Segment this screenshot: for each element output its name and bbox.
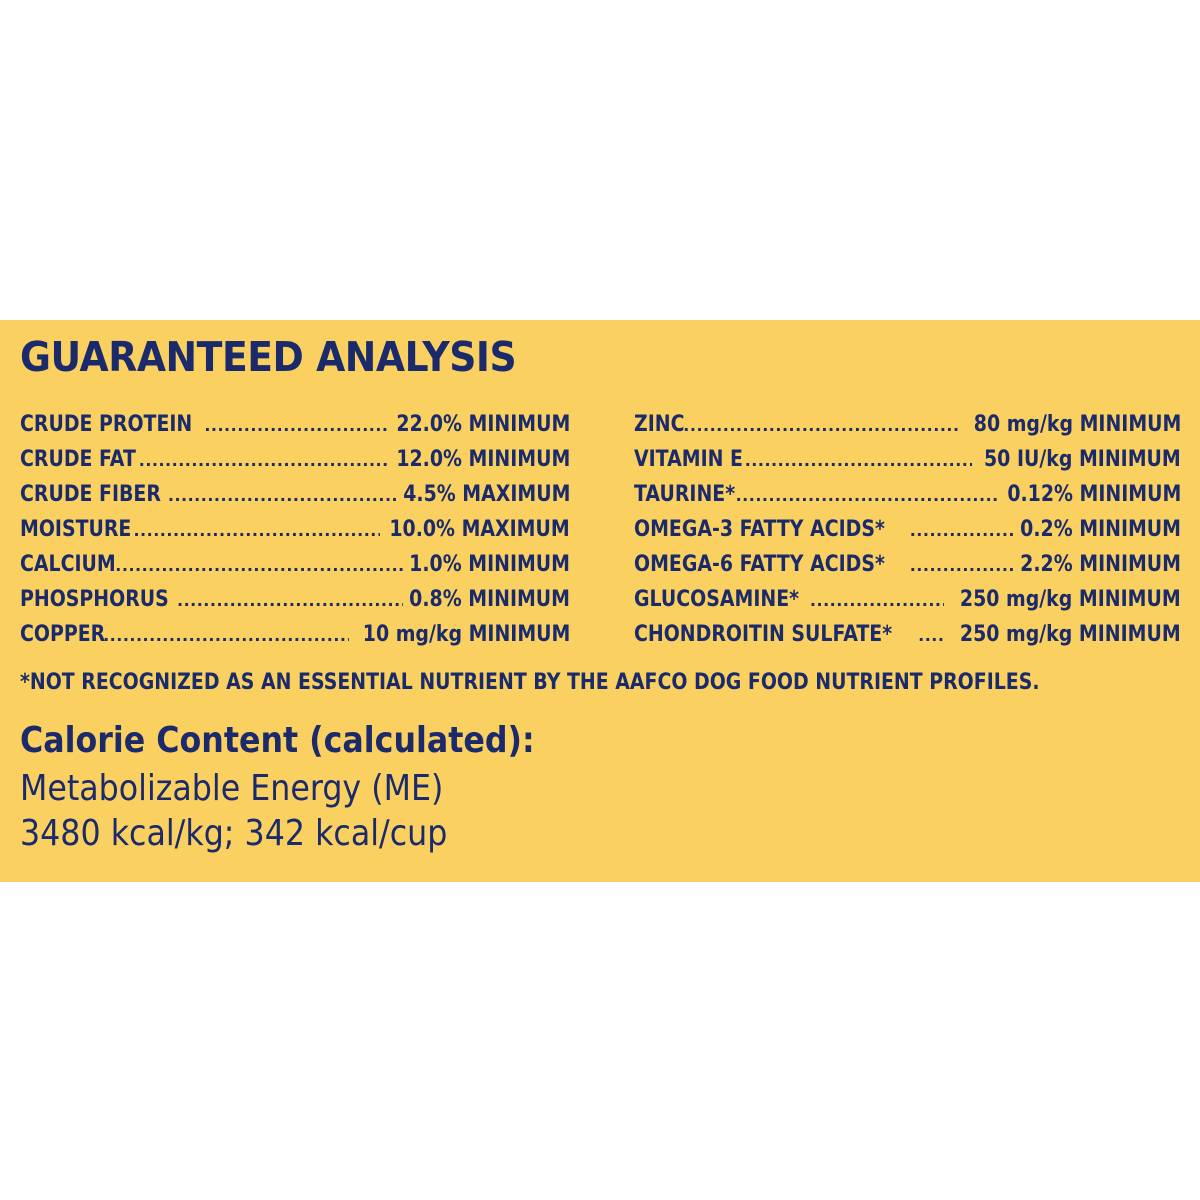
panel-title: GUARANTEED ANALYSIS [20,333,517,381]
nutrient-name: VITAMIN E [634,447,743,472]
dot-leader [139,443,388,478]
nutrient-name: COPPER [20,622,106,647]
nutrient-row: CRUDE PROTEIN 22.0% MINIMUM [20,407,570,442]
nutrient-value: 250 mg/kg MINIMUM [960,622,1181,647]
dot-leader [910,513,1014,548]
nutrient-name: TAURINE* [634,482,736,507]
dot-leader [133,513,380,548]
nutrient-row: OMEGA-3 FATTY ACIDS* 0.2% MINIMUM [634,512,1181,547]
dot-leader [736,478,999,513]
nutrient-row: MOISTURE 10.0% MAXIMUM [20,512,570,547]
nutrient-row: CRUDE FAT 12.0% MINIMUM [20,442,570,477]
nutrient-name: CRUDE FIBER [20,482,161,507]
nutrient-name: CRUDE PROTEIN [20,412,193,437]
nutrient-row: OMEGA-6 FATTY ACIDS* 2.2% MINIMUM [634,547,1181,582]
nutrient-value: 0.12% MINIMUM [1007,482,1181,507]
nutrient-value: 10 mg/kg MINIMUM [362,622,570,647]
nutrient-list-right: ZINC 80 mg/kg MINIMUM VITAMIN E 50 IU/kg… [634,407,1181,652]
nutrient-name: CALCIUM [20,552,116,577]
nutrient-name: ZINC [634,412,685,437]
dot-leader [910,548,1014,583]
nutrient-row: CALCIUM 1.0% MINIMUM [20,547,570,582]
nutrient-value: 12.0% MINIMUM [396,447,570,472]
nutrient-value: 1.0% MINIMUM [409,552,570,577]
footnote: *NOT RECOGNIZED AS AN ESSENTIAL NUTRIENT… [20,670,1040,695]
nutrient-row: PHOSPHORUS 0.8% MINIMUM [20,582,570,617]
nutrient-row: COPPER 10 mg/kg MINIMUM [20,617,570,652]
nutrient-value: 80 mg/kg MINIMUM [973,412,1181,437]
dot-leader [677,408,960,443]
nutrient-value: 0.2% MINIMUM [1020,517,1181,542]
calorie-heading: Calorie Content (calculated): [20,720,535,761]
nutrient-row: VITAMIN E 50 IU/kg MINIMUM [634,442,1181,477]
dot-leader [103,618,349,653]
nutrient-row: CRUDE FIBER 4.5% MAXIMUM [20,477,570,512]
nutrient-row: CHONDROITIN SULFATE* 250 mg/kg MINIMUM [634,617,1181,652]
nutrient-name: PHOSPHORUS [20,587,169,612]
nutrient-value: 0.8% MINIMUM [409,587,570,612]
nutrient-name: CRUDE FAT [20,447,136,472]
nutrient-value: 2.2% MINIMUM [1020,552,1181,577]
nutrient-value: 250 mg/kg MINIMUM [960,587,1181,612]
dot-leader [168,478,396,513]
nutrient-value: 10.0% MAXIMUM [389,517,570,542]
nutrient-list-left: CRUDE PROTEIN 22.0% MINIMUM CRUDE FAT 12… [20,407,570,652]
dot-leader [177,583,403,618]
dot-leader [745,443,973,478]
nutrient-name: OMEGA-3 FATTY ACIDS* [634,517,885,542]
nutrient-value: 4.5% MAXIMUM [402,482,570,507]
calorie-energy-label: Metabolizable Energy (ME) [20,768,444,809]
dot-leader [810,583,944,618]
nutrient-row: GLUCOSAMINE* 250 mg/kg MINIMUM [634,582,1181,617]
dot-leader [115,548,403,583]
nutrient-value: 22.0% MINIMUM [396,412,570,437]
calorie-energy-value: 3480 kcal/kg; 342 kcal/cup [20,813,448,854]
nutrient-name: OMEGA-6 FATTY ACIDS* [634,552,885,577]
nutrient-name: CHONDROITIN SULFATE* [634,622,893,647]
nutrient-row: ZINC 80 mg/kg MINIMUM [634,407,1181,442]
nutrient-name: GLUCOSAMINE* [634,587,800,612]
dot-leader [204,408,387,443]
nutrient-row: TAURINE* 0.12% MINIMUM [634,477,1181,512]
nutrient-value: 50 IU/kg MINIMUM [984,447,1181,472]
dot-leader [918,618,944,653]
nutrient-name: MOISTURE [20,517,132,542]
